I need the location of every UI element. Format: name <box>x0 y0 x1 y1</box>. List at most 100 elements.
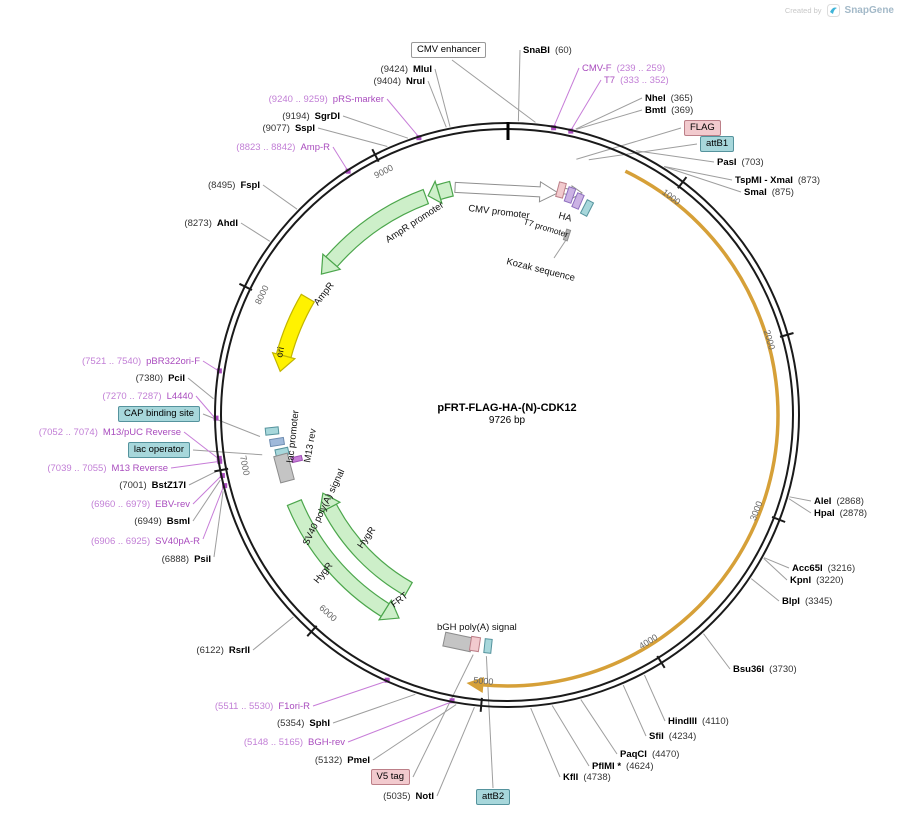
enzyme-label-bmti[interactable]: BmtI (369) <box>645 104 693 117</box>
feature-arrowhead-insert-orf[interactable] <box>466 676 485 693</box>
primer-label-m13-reverse[interactable]: (7039 .. 7055) M13 Reverse <box>47 462 168 475</box>
enzyme-label-bsmi[interactable]: (6949) BsmI <box>134 515 190 528</box>
feature-shape-bgh-polya[interactable] <box>442 631 474 653</box>
callout-line <box>763 557 790 569</box>
feature-label-ampr[interactable]: AmpR <box>312 280 337 308</box>
enzyme-label-sfii[interactable]: SfiI (4234) <box>649 730 696 743</box>
tick-mark <box>656 655 666 669</box>
primer-label-bgh-rev[interactable]: (5148 .. 5165) BGH-rev <box>244 736 345 749</box>
enzyme-label-blpi[interactable]: BlpI (3345) <box>782 595 832 608</box>
primer-site-marker[interactable] <box>217 458 223 464</box>
callout-line <box>436 706 475 797</box>
enzyme-label-acc65i[interactable]: Acc65I (3216) <box>792 562 855 575</box>
enzyme-label-paqci[interactable]: PaqCI (4470) <box>620 748 679 761</box>
feature-label-v5-tag-box[interactable]: V5 tag <box>370 769 410 785</box>
feature-shape-lac-promoter[interactable] <box>268 436 286 448</box>
feature-label-attb1-box[interactable]: attB1 <box>700 136 735 152</box>
primer-label-pbr322ori-f[interactable]: (7521 .. 7540) pBR322ori-F <box>82 355 200 368</box>
enzyme-label-sgrdi[interactable]: (9194) SgrDI <box>282 110 340 123</box>
feature-arc-ampr[interactable] <box>325 188 430 268</box>
feature-arrowhead-ori[interactable] <box>271 351 297 373</box>
feature-label-cap-binding-site-box[interactable]: CAP binding site <box>117 406 200 422</box>
enzyme-label-alei[interactable]: AleI (2868) <box>814 495 864 508</box>
enzyme-label-pmei[interactable]: (5132) PmeI <box>315 754 370 767</box>
feature-shape-v5-tag[interactable] <box>468 635 482 653</box>
primer-site-marker[interactable] <box>384 677 390 683</box>
feature-arc-hygr-outer[interactable] <box>286 499 390 618</box>
enzyme-label-kfli[interactable]: KflI (4738) <box>563 771 611 784</box>
feature-arrowhead-hygr-inner[interactable] <box>318 492 342 515</box>
feature-label-flag-box[interactable]: FLAG <box>684 120 721 136</box>
primer-label-amp-r[interactable]: (8823 .. 8842) Amp-R <box>236 141 330 154</box>
enzyme-label-tspmi-xmai[interactable]: TspMI - XmaI (873) <box>735 174 820 187</box>
primer-site-marker[interactable] <box>551 125 557 131</box>
primer-site-marker[interactable] <box>568 128 574 134</box>
primer-site-marker[interactable] <box>222 483 228 489</box>
enzyme-label-psii[interactable]: (6888) PsiI <box>162 553 211 566</box>
feature-shape-flag[interactable] <box>555 181 567 199</box>
feature-arc-ori[interactable] <box>275 293 316 359</box>
primer-label-t7[interactable]: T7 (333 .. 352) <box>604 74 669 87</box>
enzyme-label-bstz17i[interactable]: (7001) BstZ17I <box>119 479 186 492</box>
feature-shape-ha-2[interactable] <box>571 192 585 210</box>
enzyme-label-bsu36i[interactable]: Bsu36I (3730) <box>733 663 797 676</box>
enzyme-label-mlui[interactable]: (9424) MluI <box>381 63 432 76</box>
feature-shape-kozak[interactable] <box>562 228 572 242</box>
feature-label-lac-promoter[interactable]: lac promoter <box>285 410 301 464</box>
feature-label-cmv-promoter[interactable]: CMV promoter <box>468 203 531 221</box>
enzyme-label-sphi[interactable]: (5354) SphI <box>277 717 330 730</box>
feature-arc-hygr-inner[interactable] <box>322 503 414 597</box>
primer-site-marker[interactable] <box>416 135 422 141</box>
feature-label-ori[interactable]: ori <box>274 346 287 359</box>
enzyme-label-pflmi[interactable]: PflMI * (4624) <box>592 760 654 773</box>
enzyme-label-snabi[interactable]: SnaBI (60) <box>523 44 572 57</box>
primer-label-cmv-f[interactable]: CMV-F (239 .. 259) <box>582 62 665 75</box>
primer-site-marker[interactable] <box>219 473 225 479</box>
feature-shape-sv40-polya[interactable] <box>273 452 295 484</box>
enzyme-label-nhei[interactable]: NheI (365) <box>645 92 693 105</box>
enzyme-label-sspi[interactable]: (9077) SspI <box>262 122 315 135</box>
enzyme-label-hindiii[interactable]: HindIII (4110) <box>668 715 729 728</box>
enzyme-label-noti[interactable]: (5035) NotI <box>383 790 434 803</box>
primer-site-marker[interactable] <box>213 415 219 421</box>
feature-label-cmv-enhancer-box[interactable]: CMV enhancer <box>411 42 487 58</box>
feature-label-attb2-box[interactable]: attB2 <box>476 789 511 805</box>
enzyme-label-smai[interactable]: SmaI (875) <box>744 186 794 199</box>
feature-shape-m13-rev[interactable] <box>290 454 304 464</box>
enzyme-label-kpni[interactable]: KpnI (3220) <box>790 574 844 587</box>
enzyme-label-hpai[interactable]: HpaI (2878) <box>814 507 867 520</box>
feature-shape-cap-binding-site[interactable] <box>264 426 280 436</box>
feature-arrowhead-ampr[interactable] <box>320 252 342 275</box>
primer-label-f1ori-r[interactable]: (5511 .. 5530) F1ori-R <box>215 700 310 713</box>
enzyme-label-nrui[interactable]: (9404) NruI <box>374 75 425 88</box>
feature-label-bgh-polya[interactable]: bGH poly(A) signal <box>437 622 517 633</box>
primer-site-marker[interactable] <box>345 168 351 174</box>
feature-label-m13-rev[interactable]: M13 rev <box>302 428 319 464</box>
feature-shape-attb1[interactable] <box>579 199 595 217</box>
primer-label-m13-puc-reverse[interactable]: (7052 .. 7074) M13/pUC Reverse <box>39 426 181 439</box>
primer-site-marker[interactable] <box>216 455 222 461</box>
feature-shape-ha-1[interactable] <box>563 186 577 204</box>
feature-arrowhead-ampr-promoter[interactable] <box>427 179 443 205</box>
primer-label-l4440[interactable]: (7270 .. 7287) L4440 <box>102 390 193 403</box>
primer-label-ebv-rev[interactable]: (6960 .. 6979) EBV-rev <box>91 498 190 511</box>
feature-shape-cmv-promoter[interactable] <box>454 177 559 203</box>
primer-site-marker[interactable] <box>449 698 455 704</box>
feature-shape-attb2[interactable] <box>483 638 493 654</box>
enzyme-label-pasi[interactable]: PasI (703) <box>717 156 764 169</box>
feature-arrowhead-hygr-outer[interactable] <box>377 599 400 621</box>
primer-label-sv40pa-r[interactable]: (6906 .. 6925) SV40pA-R <box>91 535 200 548</box>
enzyme-label-rsrii[interactable]: (6122) RsrII <box>196 644 250 657</box>
callout-line <box>427 80 447 128</box>
feature-label-ha[interactable]: HA <box>557 210 573 224</box>
enzyme-label-pcii[interactable]: (7380) PciI <box>136 372 185 385</box>
feature-label-kozak[interactable]: Kozak sequence <box>505 256 576 284</box>
feature-label-frt[interactable]: FRT <box>389 590 410 610</box>
enzyme-label-fspi[interactable]: (8495) FspI <box>208 179 260 192</box>
primer-site-marker[interactable] <box>216 368 222 374</box>
enzyme-label-ahdi[interactable]: (8273) AhdI <box>184 217 238 230</box>
feature-arc-insert-orf[interactable] <box>481 169 780 688</box>
feature-label-lac-operator-box[interactable]: lac operator <box>127 442 190 458</box>
primer-label-prs-marker[interactable]: (9240 .. 9259) pRS-marker <box>269 93 384 106</box>
feature-arc-ampr-promoter[interactable] <box>435 180 454 201</box>
